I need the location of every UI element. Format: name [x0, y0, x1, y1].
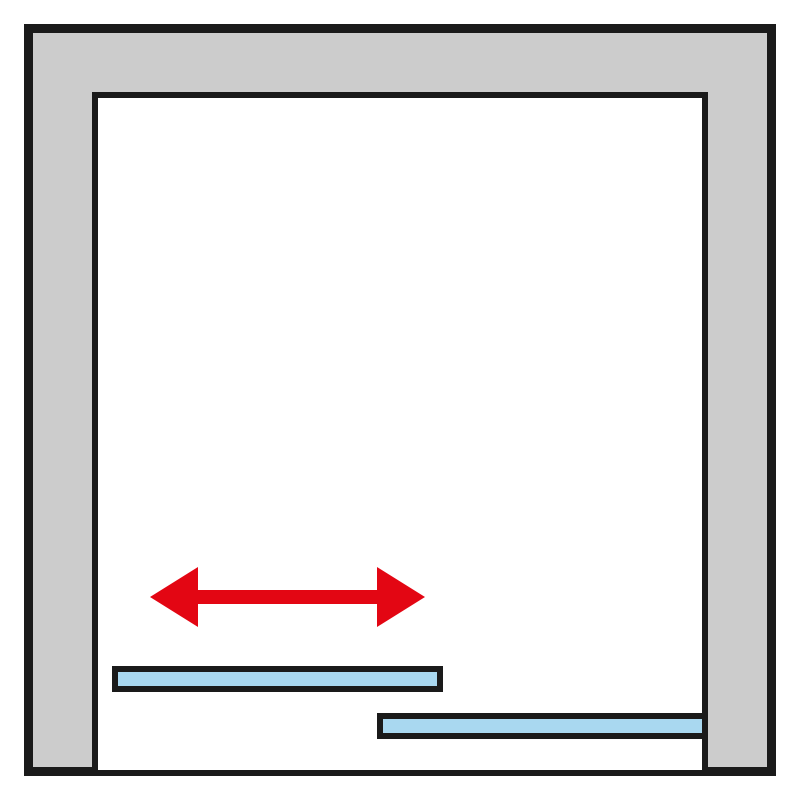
sliding-door-diagram: [0, 0, 800, 800]
sliding-panel: [115, 669, 440, 689]
slide-direction-arrow-icon: [150, 567, 425, 627]
fixed-panel: [380, 716, 705, 736]
outer-border: [27, 27, 773, 773]
enclosure-frame: [30, 30, 770, 770]
